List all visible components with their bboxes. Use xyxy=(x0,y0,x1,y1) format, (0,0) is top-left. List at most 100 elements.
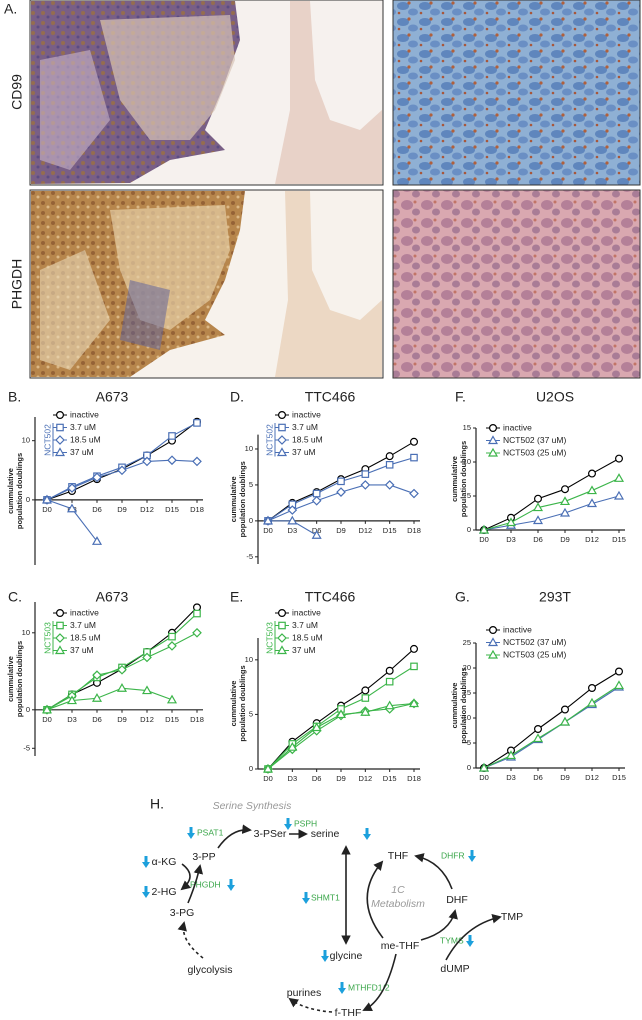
enzyme: TYMS xyxy=(440,935,464,945)
panel-label: F. xyxy=(455,389,466,405)
marker xyxy=(41,704,53,714)
enzyme: DHFR xyxy=(441,850,465,860)
y-tick-label: 5 xyxy=(467,491,471,500)
marker xyxy=(559,496,571,506)
legend-label: inactive xyxy=(292,409,321,419)
marker xyxy=(312,489,321,498)
decrease-icon xyxy=(321,950,329,962)
marker xyxy=(116,683,128,692)
y-tick-label: 0 xyxy=(467,763,471,772)
x-tick-label: D0 xyxy=(479,535,489,544)
marker xyxy=(410,437,419,446)
decrease-icon xyxy=(142,856,150,868)
line-chart: E. TTC466 cummulative population doublings 0… xyxy=(229,589,421,783)
enzyme: SHMT1 xyxy=(311,892,340,902)
metabolite: me-THF xyxy=(381,940,420,952)
marker xyxy=(192,456,202,467)
legend-label: inactive xyxy=(292,607,321,617)
y-tick-label: 15 xyxy=(463,423,471,432)
enzyme: PSAT1 xyxy=(197,827,224,837)
marker xyxy=(277,435,287,445)
marker xyxy=(489,424,498,433)
y-tick-label: 0 xyxy=(467,525,471,534)
marker xyxy=(287,741,298,751)
marker xyxy=(287,515,298,525)
metabolite: 3-PP xyxy=(192,851,215,863)
marker xyxy=(311,495,322,506)
center-label: Metabolism xyxy=(371,898,425,910)
chart-title: U2OS xyxy=(536,389,574,405)
marker xyxy=(142,456,152,467)
x-tick-label: D9 xyxy=(117,715,127,724)
legend-label: 3.7 uM xyxy=(292,422,318,432)
legend-group: NCT503 xyxy=(42,622,52,654)
x-tick-label: D15 xyxy=(165,715,179,724)
x-tick-label: D9 xyxy=(117,505,127,514)
marker xyxy=(311,530,322,539)
chart-title: A673 xyxy=(96,389,129,405)
marker xyxy=(91,693,103,702)
y-tick-label: 15 xyxy=(463,688,471,697)
marker xyxy=(262,515,274,525)
diagram-title: Serine Synthesis xyxy=(213,800,293,812)
legend-label: 37 uM xyxy=(70,447,94,457)
y-tick-label: 0 xyxy=(26,495,30,504)
metabolite: f-THF xyxy=(335,1007,362,1019)
marker xyxy=(278,411,287,420)
legend-label: inactive xyxy=(70,607,99,617)
x-tick-label: D9 xyxy=(560,773,570,782)
marker xyxy=(532,733,544,743)
marker xyxy=(408,698,420,708)
panel-label: C. xyxy=(8,589,22,605)
series-line xyxy=(46,687,173,711)
marker xyxy=(613,680,625,690)
marker xyxy=(361,470,370,478)
legend-label: 3.7 uM xyxy=(70,422,96,432)
metabolite: serine xyxy=(311,828,340,840)
x-tick-label: D15 xyxy=(612,773,626,782)
x-tick-label: D3 xyxy=(288,526,298,535)
marker xyxy=(92,670,102,680)
enzyme: PSPH xyxy=(294,818,317,828)
marker xyxy=(55,608,64,617)
y-tick-label: 10 xyxy=(245,655,253,664)
marker xyxy=(276,645,288,655)
legend-label: 18.5 uM xyxy=(292,434,323,444)
y-tick-label: 10 xyxy=(463,713,471,722)
y-tick-label: 10 xyxy=(22,436,30,445)
marker xyxy=(360,480,371,490)
marker xyxy=(360,707,371,716)
line-chart: B. A673 cummulative population doublings 0 10… xyxy=(6,389,204,565)
legend-label: 37 uM xyxy=(70,645,94,655)
x-tick-label: D15 xyxy=(383,526,397,535)
x-tick-label: D0 xyxy=(42,505,52,514)
legend-group: NCT502 xyxy=(264,424,274,456)
marker xyxy=(311,722,322,732)
micrograph xyxy=(392,0,641,186)
y-axis-label: population doublings xyxy=(15,453,24,529)
marker xyxy=(385,666,394,675)
marker xyxy=(55,435,65,445)
marker xyxy=(117,465,127,476)
legend-group: NCT502 xyxy=(42,424,52,456)
marker xyxy=(385,452,394,461)
metabolite: 2-HG xyxy=(151,886,176,898)
decrease-icon xyxy=(187,827,195,839)
y-tick-label: 10 xyxy=(463,457,471,466)
line-chart: G. 293T cummulative population doublings 0 5 1… xyxy=(450,589,626,782)
series-line xyxy=(483,477,620,531)
marker xyxy=(55,633,65,643)
x-tick-label: D3 xyxy=(288,774,298,783)
marker xyxy=(91,536,103,545)
y-axis-label: cummulative xyxy=(6,656,15,702)
marker xyxy=(487,649,499,659)
marker xyxy=(559,507,571,517)
marker xyxy=(117,664,127,675)
x-tick-label: D15 xyxy=(165,505,179,514)
x-tick-label: D18 xyxy=(190,715,204,724)
marker xyxy=(336,487,346,497)
marker xyxy=(409,488,419,499)
x-tick-label: D0 xyxy=(263,526,273,535)
x-tick-label: D0 xyxy=(263,774,273,783)
x-tick-label: D15 xyxy=(383,774,397,783)
